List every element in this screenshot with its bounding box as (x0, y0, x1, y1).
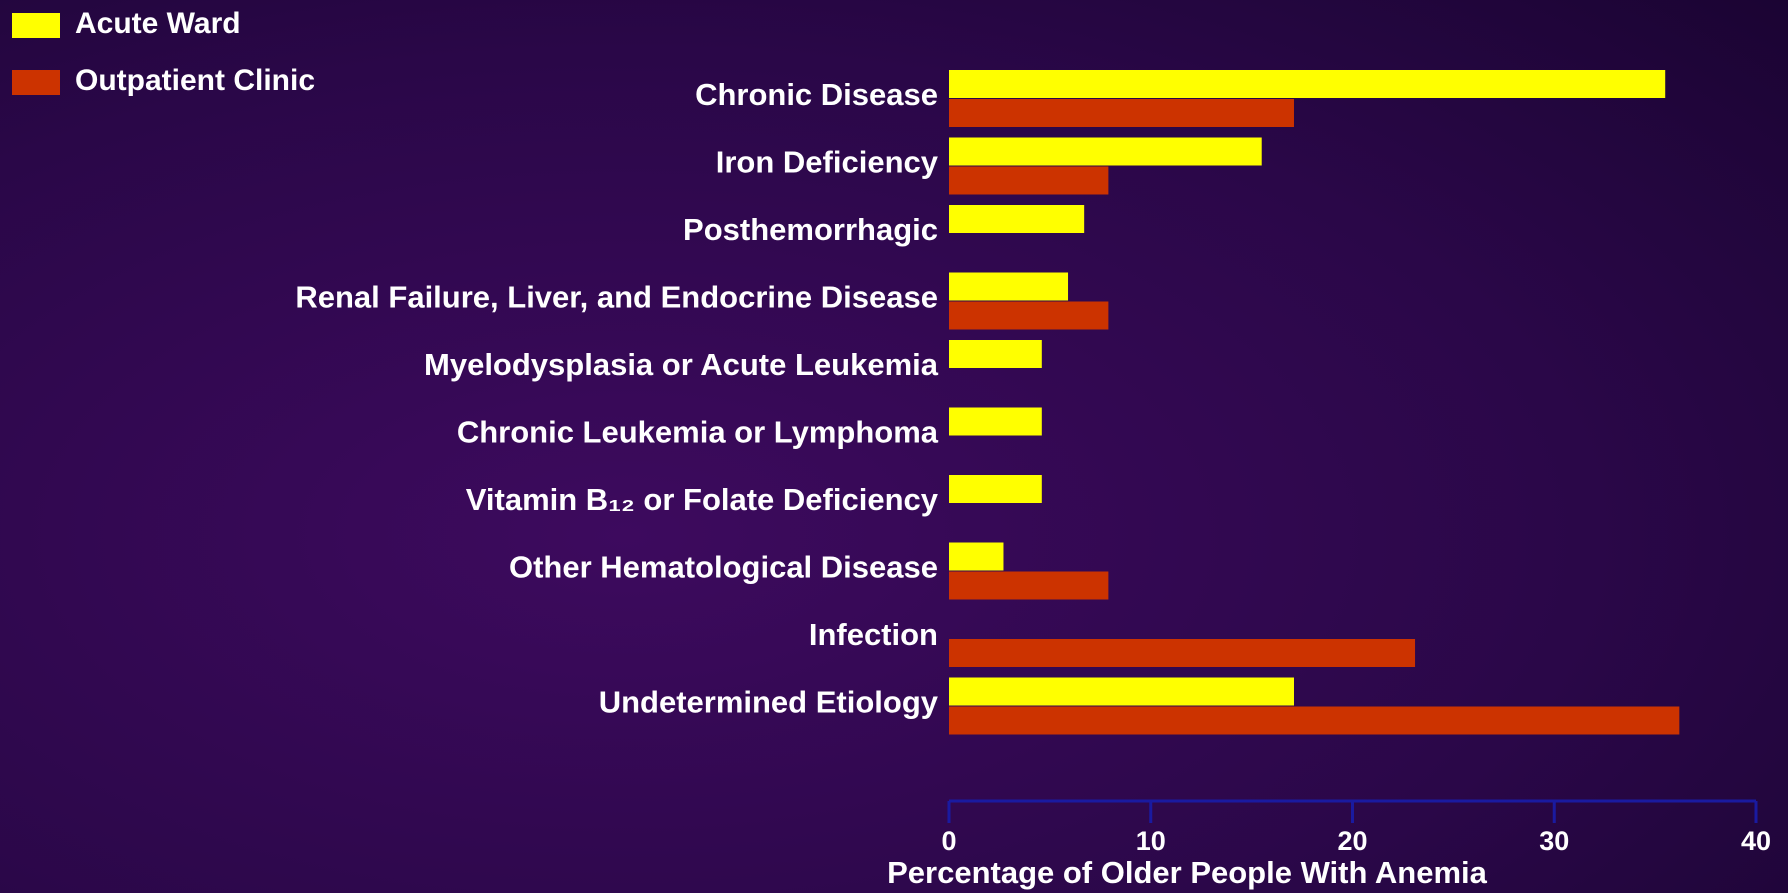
bar (949, 475, 1042, 503)
bar (949, 677, 1294, 706)
category-label: Infection (809, 617, 938, 652)
category-label: Myelodysplasia or Acute Leukemia (424, 347, 939, 382)
legend-swatch (12, 70, 60, 95)
bar (949, 706, 1680, 735)
category-label: Vitamin B₁₂ or Folate Deficiency (466, 482, 939, 517)
bar (949, 272, 1069, 301)
category-label: Other Hematological Disease (509, 550, 938, 585)
bar (949, 639, 1416, 667)
category-label: Iron Deficiency (716, 145, 939, 180)
bar (949, 205, 1085, 233)
bar (949, 70, 1666, 98)
legend-label: Acute Ward (75, 7, 241, 40)
x-tick-label: 0 (941, 826, 956, 856)
x-tick-label: 20 (1337, 826, 1367, 856)
x-tick-label: 10 (1136, 826, 1166, 856)
bar (949, 542, 1004, 571)
x-tick-label: 40 (1741, 826, 1771, 856)
category-label: Undetermined Etiology (599, 685, 939, 720)
bar (949, 137, 1262, 166)
category-label: Chronic Disease (695, 77, 938, 112)
bar (949, 407, 1042, 436)
category-label: Posthemorrhagic (683, 212, 938, 247)
x-axis-title: Percentage of Older People With Anemia (887, 855, 1488, 890)
bar (949, 99, 1294, 127)
bar (949, 166, 1109, 195)
bar (949, 301, 1109, 330)
legend-swatch (12, 13, 60, 38)
bar (949, 340, 1042, 368)
bar (949, 571, 1109, 600)
category-label: Chronic Leukemia or Lymphoma (457, 415, 939, 450)
x-tick-label: 30 (1539, 826, 1569, 856)
category-label: Renal Failure, Liver, and Endocrine Dise… (295, 280, 938, 315)
legend-label: Outpatient Clinic (75, 64, 315, 97)
